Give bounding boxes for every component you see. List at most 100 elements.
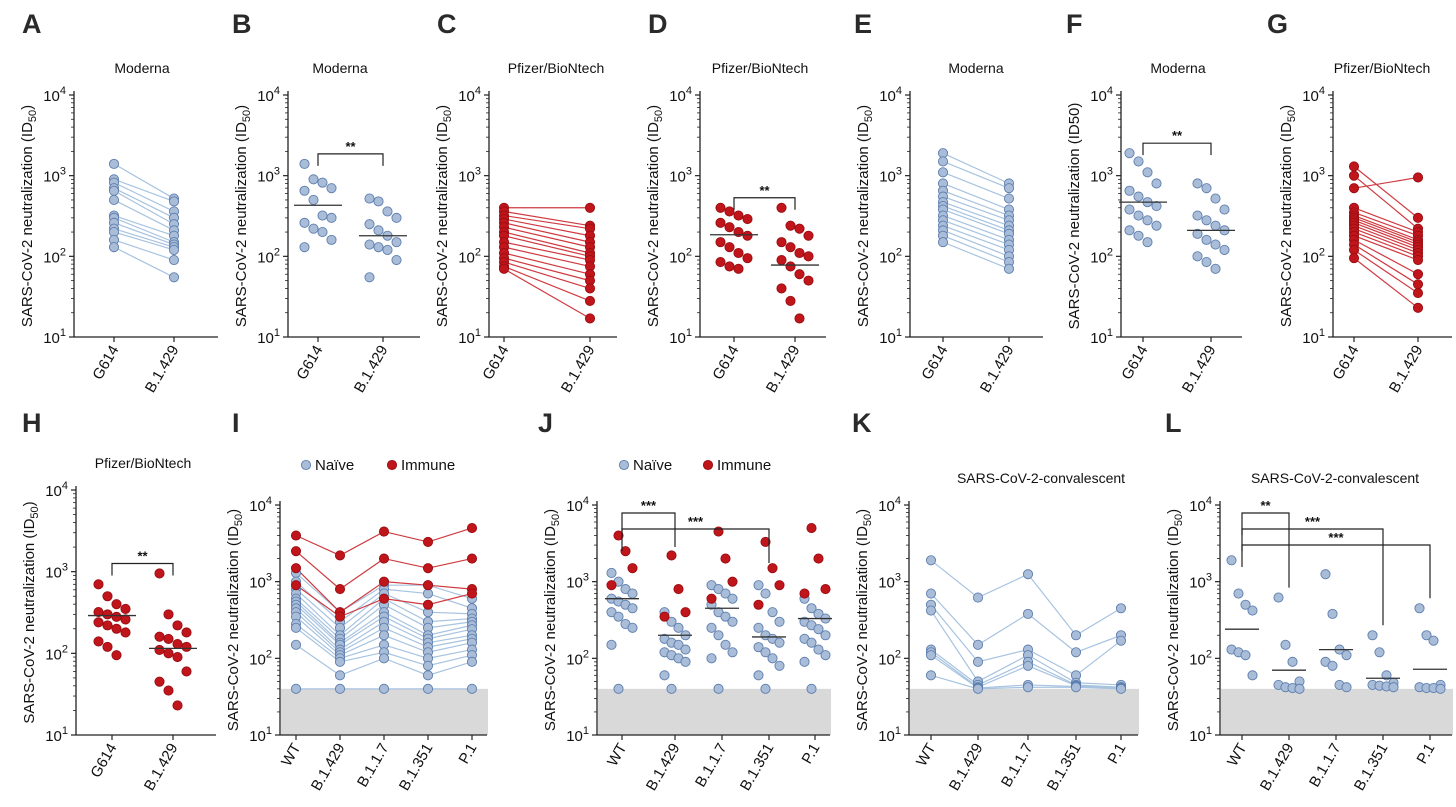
pair-line xyxy=(503,231,591,254)
y-tick-label: 101 xyxy=(1189,725,1212,745)
data-point xyxy=(1151,220,1162,231)
data-point xyxy=(733,263,744,274)
x-tick-label: P.1 xyxy=(1413,741,1438,767)
data-point xyxy=(172,700,183,711)
data-point xyxy=(1280,639,1291,650)
data-point xyxy=(785,220,796,231)
y-tick-label: 104 xyxy=(1090,85,1113,105)
data-point xyxy=(785,242,796,253)
data-point xyxy=(1133,156,1144,167)
pair-line xyxy=(113,231,175,251)
data-point xyxy=(925,605,937,616)
x-tick-label: WT xyxy=(604,741,630,770)
data-point xyxy=(1192,251,1203,262)
data-point xyxy=(111,611,122,622)
data-point xyxy=(733,247,744,259)
data-point xyxy=(1348,170,1360,181)
data-point xyxy=(1414,603,1425,614)
data-point xyxy=(1287,656,1298,667)
x-tick-label: B.1.429 xyxy=(643,741,684,794)
pair-line xyxy=(113,187,175,219)
y-axis-label: SARS-CoV-2 neutralization (ID50) xyxy=(1165,509,1185,731)
data-point xyxy=(606,580,617,591)
pair-line xyxy=(113,182,175,212)
data-point xyxy=(1022,660,1034,671)
data-point xyxy=(111,599,122,610)
y-tick-label: 104 xyxy=(458,85,481,105)
data-point xyxy=(382,244,393,255)
data-point xyxy=(466,683,478,694)
data-point xyxy=(972,656,984,667)
y-tick-label: 103 xyxy=(249,572,272,592)
y-tick-label: 104 xyxy=(1189,495,1212,515)
x-tick-label: B.1.429 xyxy=(308,741,349,794)
data-point xyxy=(713,607,724,618)
data-point xyxy=(794,223,805,234)
data-point xyxy=(364,272,375,283)
pair-line xyxy=(503,222,591,243)
data-point xyxy=(1210,193,1221,204)
significance-bracket xyxy=(733,197,796,210)
x-tick-label: G614 xyxy=(479,343,512,383)
pair-line xyxy=(942,152,1010,185)
data-point xyxy=(299,158,310,169)
pair-line xyxy=(113,190,175,225)
data-point xyxy=(1341,682,1352,693)
data-point xyxy=(102,609,113,620)
data-point xyxy=(317,177,328,188)
x-tick-label: B.1.429 xyxy=(977,343,1018,396)
legend-marker xyxy=(386,459,398,471)
detection-limit-band xyxy=(281,688,488,735)
y-tick-label: 101 xyxy=(1090,327,1113,347)
panel-title: Pfizer/BioNtech xyxy=(1334,60,1430,76)
data-point xyxy=(108,185,120,196)
data-point xyxy=(391,254,402,266)
data-point xyxy=(378,553,390,564)
data-point xyxy=(972,639,984,650)
data-point xyxy=(666,616,677,627)
legend-label: Immune xyxy=(401,457,455,474)
data-point xyxy=(584,295,596,306)
data-point xyxy=(163,633,174,645)
data-point xyxy=(774,637,785,648)
data-point xyxy=(666,550,677,561)
pair-line xyxy=(1353,215,1419,241)
data-point xyxy=(776,283,787,294)
data-point xyxy=(1142,237,1153,248)
data-point xyxy=(620,546,631,557)
panel-letter: I xyxy=(232,408,240,438)
data-point xyxy=(680,656,691,667)
y-tick-label: 104 xyxy=(669,85,692,105)
data-point xyxy=(168,244,180,255)
data-point xyxy=(794,247,805,259)
x-tick-label: B.1.1.7 xyxy=(692,741,730,791)
data-point xyxy=(334,550,346,561)
data-point xyxy=(760,536,771,547)
y-tick-label: 103 xyxy=(1090,166,1113,186)
y-tick-label: 101 xyxy=(566,725,589,745)
data-point xyxy=(584,202,596,213)
y-tick-label: 104 xyxy=(1302,85,1325,105)
significance-bracket xyxy=(1241,544,1431,599)
detection-limit-band xyxy=(910,688,1139,735)
data-point xyxy=(724,206,735,217)
pair-line xyxy=(1353,239,1419,275)
data-point xyxy=(120,603,131,614)
pair-line xyxy=(942,219,1010,246)
y-axis-label: SARS-CoV-2 neutralization (ID50) xyxy=(19,105,39,327)
data-point xyxy=(93,636,104,647)
pair-line xyxy=(1353,235,1419,261)
pair-line xyxy=(113,215,175,237)
pair-line xyxy=(113,222,175,246)
data-point xyxy=(181,641,192,652)
data-point xyxy=(172,638,183,650)
pair-line xyxy=(1353,257,1419,309)
data-point xyxy=(378,593,390,604)
data-point xyxy=(422,536,434,547)
data-point xyxy=(1210,239,1221,250)
y-tick-label: 102 xyxy=(669,246,692,266)
data-point xyxy=(1327,608,1338,619)
x-tick-label: G614 xyxy=(918,343,951,383)
data-point xyxy=(813,553,824,564)
